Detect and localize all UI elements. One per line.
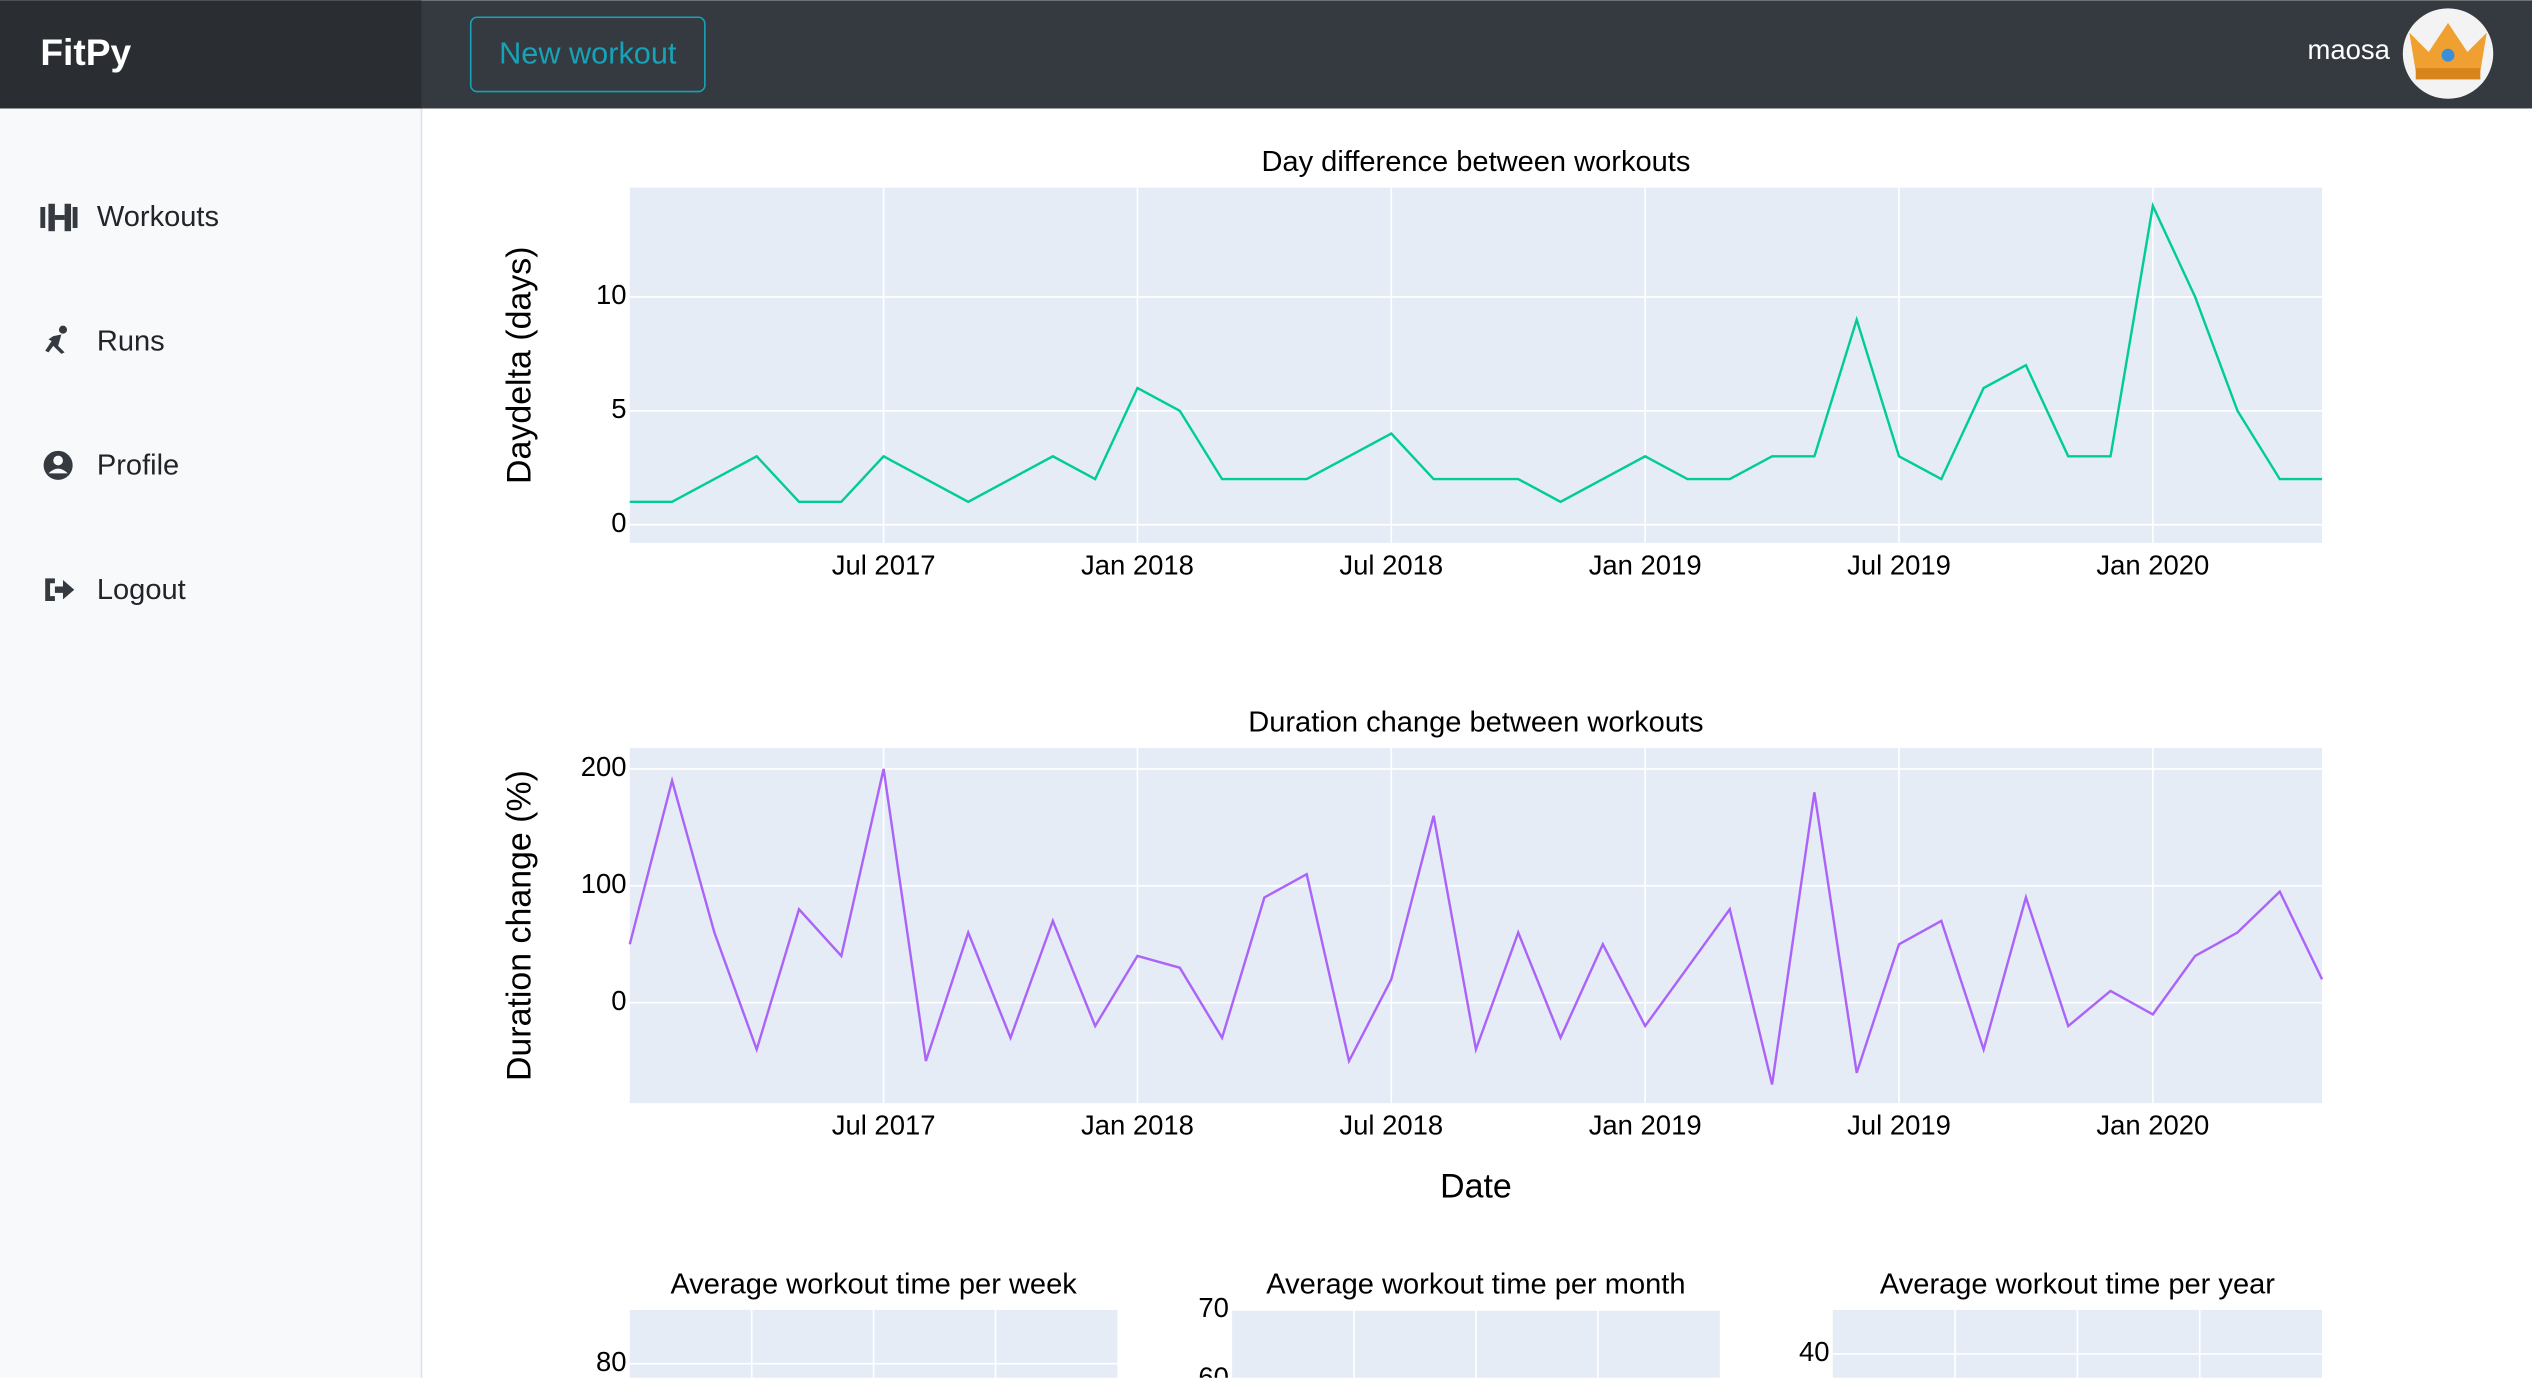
y-tick-label: 60	[1198, 1361, 1229, 1378]
x-tick-label: Jul 2017	[832, 1110, 936, 1141]
sidebar-link[interactable]: Runs	[97, 325, 165, 357]
sidebar-link[interactable]: Logout	[97, 574, 186, 606]
brand-area	[0, 0, 422, 109]
x-tick-label: Jan 2020	[2096, 1110, 2209, 1141]
plot-area	[629, 187, 2323, 543]
y-tick-label: 5	[611, 393, 626, 424]
y-tick-label: 200	[581, 751, 627, 782]
logout-icon	[45, 578, 75, 601]
workouts-icon	[40, 203, 78, 232]
profile-icon	[43, 450, 73, 480]
charts: Day difference between workouts 0 5 10 Jul 2…	[501, 146, 2324, 1378]
x-tick-label: Jan 2018	[1081, 1110, 1194, 1141]
runs-icon	[45, 325, 68, 354]
sidebar-menu: Workouts Runs Profile Logout	[97, 201, 219, 606]
y-tick-label: 0	[611, 985, 626, 1016]
x-tick-label: Jul 2018	[1339, 1110, 1443, 1141]
avatar[interactable]	[2402, 8, 2494, 99]
chart-title: Average workout time per year	[1880, 1268, 2275, 1300]
y-tick-label: 100	[581, 868, 627, 899]
x-tick-label: Jul 2019	[1847, 549, 1951, 580]
data-line	[629, 201, 2323, 504]
x-axis-label: Date	[1440, 1168, 1512, 1206]
x-tick-label: Jul 2017	[832, 549, 936, 580]
y-tick-label: 80	[596, 1346, 627, 1377]
sidebar-icons	[40, 203, 78, 601]
chart-title: Day difference between workouts	[1261, 146, 1690, 178]
x-tick-label: Jan 2019	[1589, 1110, 1702, 1141]
sidebar-link[interactable]: Profile	[97, 450, 179, 482]
x-tick-label: Jan 2019	[1589, 549, 1702, 580]
x-tick-label: Jan 2018	[1081, 549, 1194, 580]
y-tick-label: 0	[611, 507, 626, 538]
sidebar-link[interactable]: Workouts	[97, 201, 219, 233]
navbar	[0, 0, 2532, 109]
username[interactable]: maosa	[2308, 34, 2391, 65]
y-tick-label: 10	[596, 279, 627, 310]
y-axis-label: Daydelta (days)	[501, 247, 539, 484]
y-axis-label: Duration change (%)	[501, 770, 539, 1081]
chart-title: Duration change between workouts	[1248, 706, 1703, 738]
x-tick-label: Jul 2019	[1847, 1110, 1951, 1141]
data-line	[628, 768, 2324, 1085]
y-tick-label: 70	[1198, 1292, 1229, 1323]
x-tick-label: Jan 2020	[2096, 549, 2209, 580]
brand[interactable]: FitPy	[40, 31, 131, 73]
x-tick-label: Jul 2018	[1339, 549, 1443, 580]
new-workout-label[interactable]: New workout	[499, 35, 677, 70]
chart-title: Average workout time per week	[670, 1268, 1077, 1300]
sidebar	[0, 108, 422, 1378]
chart-title: Average workout time per month	[1266, 1268, 1685, 1300]
y-tick-label: 40	[1799, 1336, 1830, 1367]
new-workout-button[interactable]	[469, 16, 706, 93]
